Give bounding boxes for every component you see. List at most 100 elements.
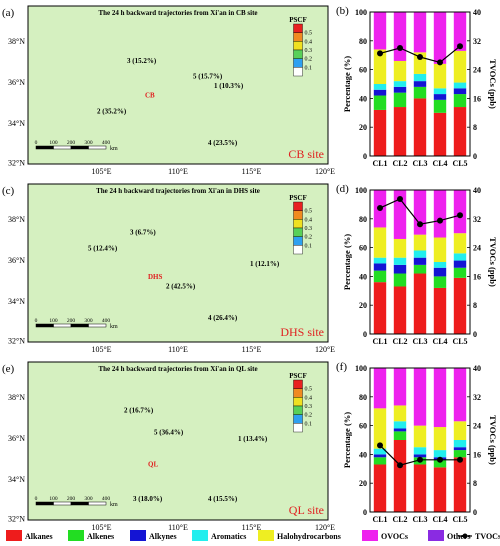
y2-axis-title: TVOCs (ppb)	[488, 237, 498, 287]
bar-segment	[373, 49, 387, 84]
y-tick-label: 80	[359, 37, 367, 46]
bar-segment	[373, 263, 387, 271]
latitude-label: 36°N	[8, 434, 25, 443]
pscf-legend-tick: 0.5	[305, 209, 313, 215]
bar-segment	[413, 86, 427, 99]
bar-segment	[413, 190, 427, 235]
tvocs-point	[457, 456, 463, 463]
bar-segment	[393, 257, 407, 265]
latitude-label: 32°N	[8, 514, 25, 523]
y-tick-label: 60	[359, 244, 367, 253]
cluster-label: 3 (15.2%)	[127, 57, 157, 65]
scale-tick: 400	[102, 318, 111, 324]
bar-segment	[453, 267, 467, 278]
x-tick-label: CL1	[372, 159, 387, 168]
y2-tick-label: 16	[473, 450, 481, 459]
bar-segment	[433, 237, 447, 262]
bar-segment	[413, 234, 427, 251]
tvocs-point	[417, 221, 423, 228]
map-background	[27, 5, 329, 165]
plot-frame	[369, 11, 471, 157]
pscf-legend-swatch	[293, 219, 303, 229]
scale-tick: 400	[102, 140, 111, 146]
bar-segment	[413, 273, 427, 334]
panel-label: (d)	[336, 183, 349, 195]
latitude-label: 38°N	[8, 393, 25, 402]
pscf-legend-tick: 0.1	[305, 421, 313, 427]
pscf-legend-swatch	[293, 32, 303, 42]
bar-segment	[373, 282, 387, 334]
x-tick-label: CL3	[412, 159, 427, 168]
y-tick-label: 20	[359, 123, 367, 132]
tvocs-point	[397, 196, 403, 202]
pscf-legend-swatch	[293, 405, 303, 415]
y-tick-label: 80	[359, 215, 367, 224]
bar-segment	[453, 50, 467, 83]
bar-chart: 0 20 40 60 80 100 0 8 16 24 32 40 CL1 CL2 CL3 CL4 CL5 Per…	[336, 361, 498, 524]
bar-segment	[373, 464, 387, 512]
bar-chart: 0 20 40 60 80 100 0 8 16 24 32 40 CL1 CL2 CL3 CL4 CL5 Per…	[336, 5, 498, 168]
bar-segment	[393, 431, 407, 440]
x-tick-label: CL5	[452, 159, 467, 168]
y-tick-label: 40	[359, 450, 367, 459]
bar-segment	[433, 276, 447, 288]
y2-tick-label: 0	[473, 152, 477, 161]
x-tick-label: CL2	[392, 337, 407, 346]
pscf-legend-tick: 0.2	[305, 57, 313, 63]
longitude-label: 120°E	[315, 523, 335, 532]
y-tick-label: 60	[359, 422, 367, 431]
longitude-label: 120°E	[315, 345, 335, 354]
tvocs-point	[437, 217, 443, 224]
bar-segment	[433, 262, 447, 268]
latitude-label: 32°N	[8, 158, 25, 167]
map-title: The 24 h backward trajectories from Xi'a…	[96, 187, 260, 195]
longitude-label: 105°E	[91, 345, 111, 354]
bar-segment	[373, 109, 387, 156]
bar-segment	[413, 12, 427, 53]
pscf-legend-tick: 0.1	[305, 243, 313, 249]
cluster-label: 4 (15.5%)	[208, 495, 238, 503]
scale-tick: 300	[84, 140, 93, 146]
bar-segment	[373, 454, 387, 458]
bar-segment	[413, 73, 427, 82]
cluster-label: 4 (26.4%)	[208, 314, 238, 322]
legend-swatch	[362, 530, 378, 541]
pscf-legend-swatch	[293, 236, 303, 246]
map-title: The 24 h backward trajectories from Xi'a…	[98, 365, 257, 373]
pscf-legend-swatch	[293, 58, 303, 68]
bar-segment	[373, 368, 387, 409]
cluster-label: 2 (42.5%)	[166, 282, 196, 290]
legend-point-swatch	[462, 533, 468, 539]
pscf-legend-tick: 0.3	[305, 404, 313, 410]
cluster-label: 1 (12.1%)	[250, 260, 280, 268]
bar-segment	[453, 82, 467, 89]
bar-segment	[453, 421, 467, 440]
bar-segment	[433, 427, 447, 451]
pscf-legend-swatch	[293, 379, 303, 389]
tvocs-point	[397, 45, 403, 51]
y2-tick-label: 32	[473, 393, 481, 402]
y2-tick-label: 32	[473, 37, 481, 46]
panel-label: (a)	[2, 7, 15, 19]
legend-label: Alkynes	[149, 532, 177, 541]
bar-segment	[373, 12, 387, 50]
pscf-legend-swatch	[293, 423, 303, 433]
bar-segment	[433, 368, 447, 428]
bar-segment	[453, 94, 467, 108]
bar-segment	[433, 12, 447, 64]
y-tick-label: 0	[363, 330, 367, 339]
legend-swatch	[192, 530, 208, 541]
legend-swatch	[6, 530, 22, 541]
site-tag: CB	[145, 92, 155, 100]
bar-segment	[453, 440, 467, 448]
bar-segment	[453, 450, 467, 458]
bar-segment	[393, 60, 407, 82]
bar-segment	[433, 267, 447, 277]
pscf-legend-swatch	[293, 41, 303, 51]
bar-segment	[393, 238, 407, 258]
scale-unit: km	[110, 502, 118, 508]
bar-segment	[413, 425, 427, 448]
